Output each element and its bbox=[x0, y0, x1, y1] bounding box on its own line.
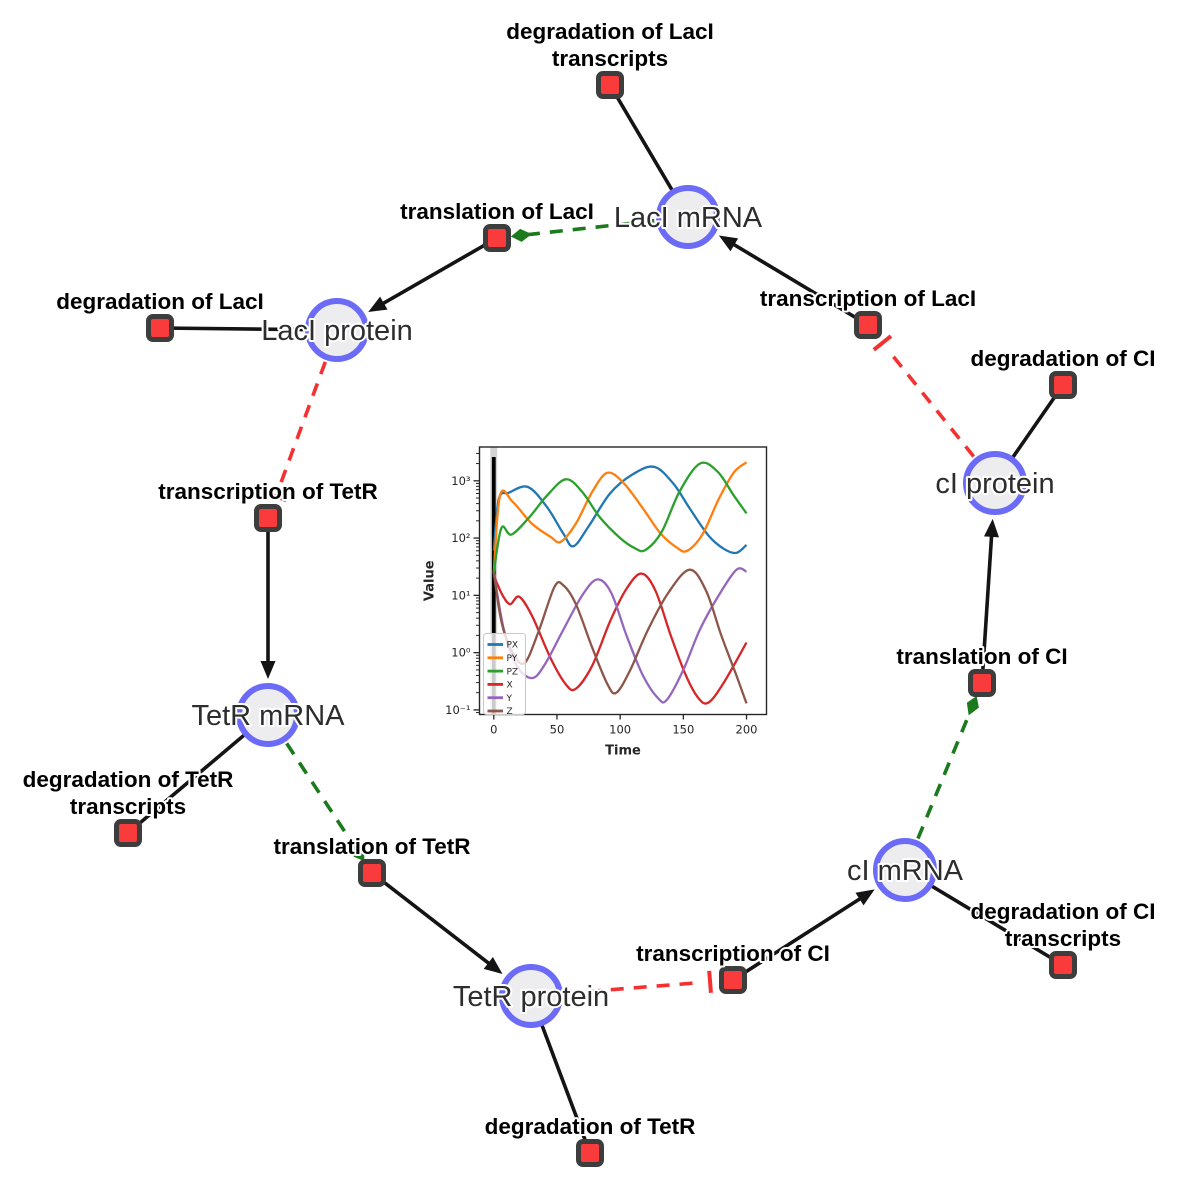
reaction-node-transcription-of-tetr[interactable] bbox=[254, 504, 282, 532]
chart-legend: PX PY PZ XYZ bbox=[483, 633, 526, 717]
edge-translation-of-ci-to-ci-protein-production bbox=[980, 518, 999, 684]
reaction-node-degradation-of-laci[interactable] bbox=[146, 314, 174, 342]
legend-label-X: X bbox=[507, 681, 513, 691]
reaction-label-translation-of-laci: translation of LacI bbox=[400, 199, 594, 224]
plot-spines bbox=[478, 446, 768, 716]
edge-ci-protein-to-transcription-of-laci-inhibition bbox=[872, 334, 976, 458]
reaction-label-degradation-of-tetr: degradation of TetR bbox=[485, 1114, 696, 1139]
species-node-tetr-protein[interactable] bbox=[499, 964, 563, 1028]
x-tick-label: 100 bbox=[609, 723, 631, 737]
reaction-node-degradation-of-ci[interactable] bbox=[1049, 371, 1077, 399]
species-label-laci-protein: LacI protein bbox=[261, 315, 413, 347]
reaction-node-translation-of-tetr[interactable] bbox=[358, 859, 386, 887]
labels-layer: LacI mRNA LacI protein cI protein TetR mRNA… bbox=[21, 17, 1158, 1141]
reaction-label-degradation-of-laci-transcripts-line1: degradation of LacI bbox=[506, 19, 714, 44]
edge-translation-of-laci-to-laci-protein-production bbox=[368, 236, 498, 313]
reaction-label-degradation-of-laci-transcripts-line2: transcripts bbox=[552, 46, 668, 71]
edge-transcription-of-laci-to-laci-mrna-production bbox=[718, 235, 869, 327]
inhibition-tee-icon bbox=[707, 970, 713, 993]
curve-PZ bbox=[492, 461, 748, 573]
reaction-label-translation-of-ci: translation of CI bbox=[896, 644, 1067, 669]
y-tick-label: 10¹ bbox=[451, 588, 470, 602]
legend-label-PX: PX bbox=[507, 641, 519, 651]
plot-background bbox=[479, 447, 767, 715]
reaction-node-translation-of-ci[interactable] bbox=[968, 669, 996, 697]
x-tick-label: 0 bbox=[490, 723, 497, 737]
edge-tetr-mrna-to-translation-of-tetr-modifier bbox=[285, 742, 365, 862]
curve-X bbox=[492, 572, 748, 705]
curve-Y bbox=[492, 567, 747, 704]
reaction-label-degradation-of-tetr-transcripts-line2: transcripts bbox=[70, 794, 186, 819]
reaction-label-transcription-of-laci: transcription of LacI bbox=[760, 286, 976, 311]
arrowhead-icon bbox=[718, 235, 739, 252]
inhibition-tee-icon bbox=[872, 334, 893, 352]
x-tick-label: 150 bbox=[672, 723, 694, 737]
species-label-ci-mrna: cI mRNA bbox=[847, 855, 964, 887]
x-tick-label: 200 bbox=[736, 723, 758, 737]
reaction-node-translation-of-laci[interactable] bbox=[483, 224, 511, 252]
reaction-label-degradation-of-ci: degradation of CI bbox=[971, 346, 1156, 371]
timecourse-plot: 0 50 100 150 20010⁻¹10⁰10¹10²10³TimeValuePXP… bbox=[423, 446, 768, 759]
species-label-laci-mrna: LacI mRNA bbox=[614, 202, 763, 234]
reaction-node-transcription-of-ci[interactable] bbox=[719, 966, 747, 994]
species-node-laci-protein[interactable] bbox=[305, 298, 369, 362]
edge-transcription-of-ci-to-ci-mrna-production bbox=[732, 889, 875, 982]
species-label-tetr-protein: TetR protein bbox=[453, 981, 609, 1013]
reaction-node-degradation-of-laci-transcripts[interactable] bbox=[596, 71, 624, 99]
reaction-label-degradation-of-ci-transcripts-line2: transcripts bbox=[1005, 926, 1121, 951]
reaction-node-transcription-of-laci[interactable] bbox=[854, 311, 882, 339]
chart-curves bbox=[492, 461, 748, 705]
species-label-ci-protein: cI protein bbox=[935, 468, 1054, 500]
y-tick-label: 10² bbox=[451, 531, 470, 545]
reaction-node-degradation-of-ci-transcripts[interactable] bbox=[1049, 951, 1077, 979]
edge-laci-protein-to-transcription-of-tetr-inhibition bbox=[264, 361, 327, 503]
edge-ci-mrna-to-translation-of-ci-modifier bbox=[916, 695, 979, 840]
curve-PX bbox=[492, 465, 748, 555]
legend-label-Z: Z bbox=[507, 707, 513, 717]
edge-laci-mrna-to-translation-of-laci-modifier bbox=[510, 218, 655, 242]
arrowhead-icon bbox=[260, 661, 276, 679]
legend-label-PZ: PZ bbox=[507, 667, 519, 677]
edge-transcription-of-tetr-to-tetr-mrna-production bbox=[260, 518, 276, 679]
x-axis-label: Time bbox=[605, 744, 641, 759]
edge-translation-of-tetr-to-tetr-protein-production bbox=[370, 871, 503, 974]
y-axis-label: Value bbox=[423, 560, 438, 601]
reaction-label-transcription-of-ci: transcription of CI bbox=[636, 941, 830, 966]
arrowhead-icon bbox=[855, 889, 875, 906]
arrowhead-icon bbox=[483, 957, 503, 974]
species-node-tetr-mrna[interactable] bbox=[236, 683, 300, 747]
species-node-ci-protein[interactable] bbox=[963, 451, 1027, 515]
arrowhead-icon bbox=[984, 518, 999, 538]
y-tick-label: 10⁰ bbox=[451, 646, 471, 660]
species-node-ci-mrna[interactable] bbox=[873, 838, 937, 902]
reaction-label-degradation-of-tetr-transcripts-line1: degradation of TetR bbox=[23, 767, 234, 792]
x-tick-label: 50 bbox=[550, 723, 565, 737]
legend-label-PY: PY bbox=[507, 654, 518, 664]
nodes-layer bbox=[114, 71, 1077, 1167]
reaction-node-degradation-of-tetr[interactable] bbox=[576, 1139, 604, 1167]
legend-box bbox=[483, 633, 526, 715]
reaction-label-degradation-of-laci: degradation of LacI bbox=[56, 289, 264, 314]
species-node-laci-mrna[interactable] bbox=[656, 185, 720, 249]
inhibition-tee-icon bbox=[264, 490, 287, 503]
arrowhead-icon bbox=[368, 296, 388, 313]
edge-tetr-protein-to-transcription-of-ci-inhibition bbox=[564, 970, 713, 996]
diamond-arrowhead-icon bbox=[966, 695, 979, 716]
reaction-label-translation-of-tetr: translation of TetR bbox=[273, 834, 470, 859]
species-label-tetr-mrna: TetR mRNA bbox=[191, 700, 345, 732]
reaction-node-degradation-of-tetr-transcripts[interactable] bbox=[114, 819, 142, 847]
legend-label-Y: Y bbox=[506, 694, 513, 704]
diamond-arrowhead-icon bbox=[510, 228, 532, 242]
diamond-arrowhead-icon bbox=[352, 843, 365, 862]
y-tick-label: 10³ bbox=[451, 474, 471, 488]
reaction-label-transcription-of-tetr: transcription of TetR bbox=[158, 479, 378, 504]
reaction-label-degradation-of-ci-transcripts-line1: degradation of CI bbox=[971, 899, 1156, 924]
y-tick-label: 10⁻¹ bbox=[445, 703, 470, 717]
